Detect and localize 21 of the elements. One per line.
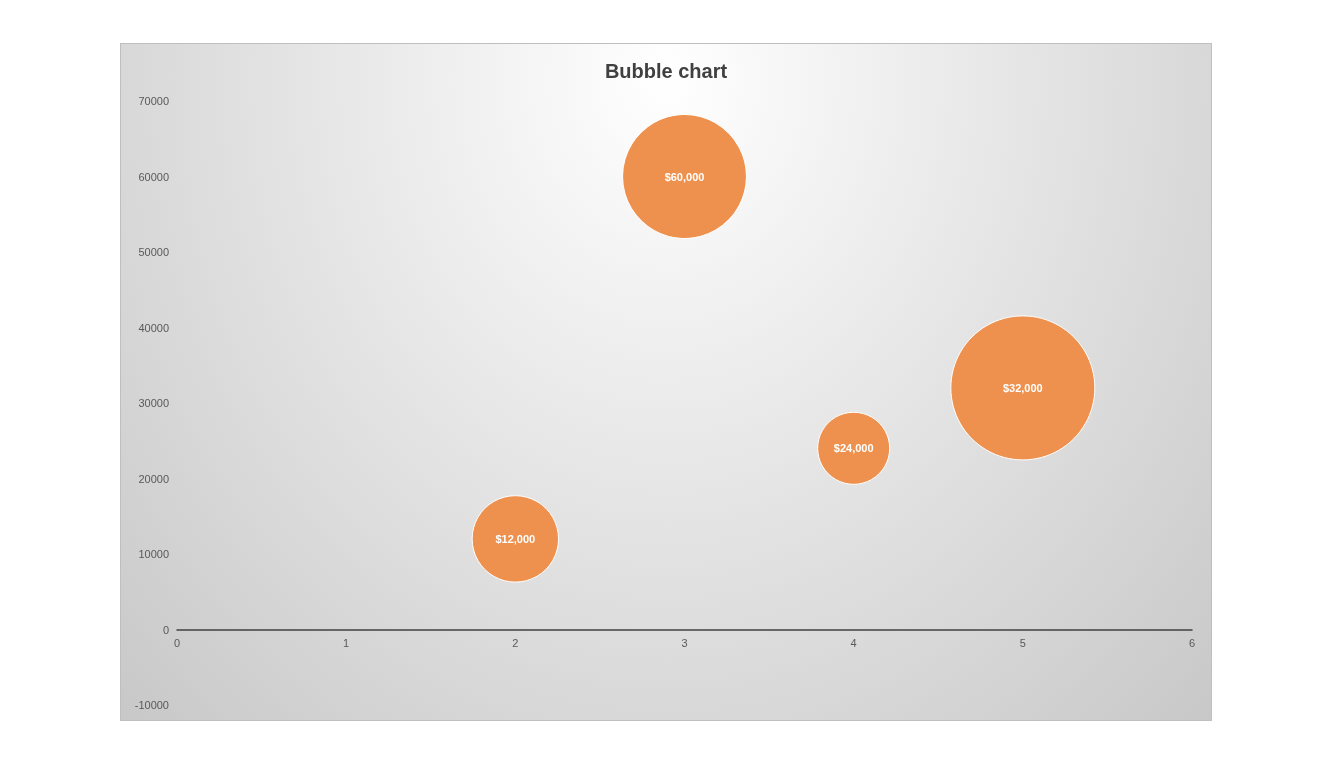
x-tick-label: 4 xyxy=(850,636,857,649)
chart-title: Bubble chart xyxy=(604,60,728,82)
x-tick-label: 3 xyxy=(681,636,688,649)
x-tick-label: 2 xyxy=(512,636,519,649)
y-tick-label: 40000 xyxy=(138,321,169,334)
y-tick-label: 20000 xyxy=(138,472,169,485)
y-tick-label: 0 xyxy=(162,623,169,636)
data-label: $24,000 xyxy=(833,442,874,455)
y-tick-label: 30000 xyxy=(138,397,169,409)
y-tick-label: 60000 xyxy=(138,170,169,183)
data-label: $32,000 xyxy=(1002,381,1043,394)
x-tick-label: 5 xyxy=(1019,636,1026,649)
data-label: $12,000 xyxy=(495,532,536,545)
x-tick-label: 1 xyxy=(343,636,350,649)
x-tick-label: 6 xyxy=(1188,636,1196,649)
x-tick-label: 0 xyxy=(173,636,181,649)
y-tick-label: 70000 xyxy=(138,95,169,107)
data-label: $60,000 xyxy=(664,170,705,183)
y-tick-label: 50000 xyxy=(138,246,169,258)
y-tick-label: 10000 xyxy=(138,548,169,560)
y-tick-label: -10000 xyxy=(134,699,169,711)
